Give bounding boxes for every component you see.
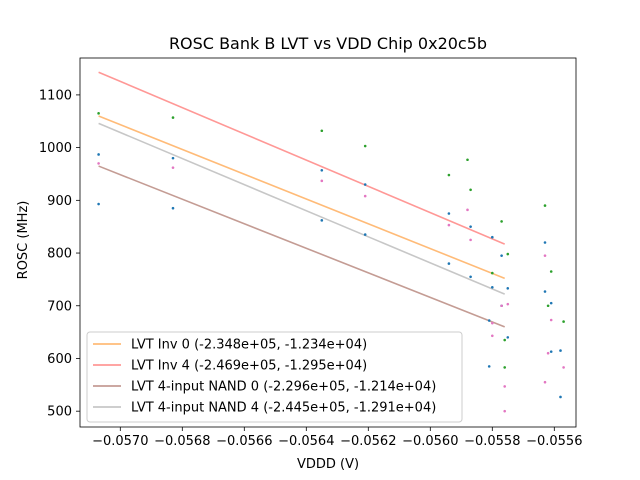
point-blue-24 bbox=[559, 349, 562, 352]
point-blue-8 bbox=[447, 212, 451, 215]
point-green-6 bbox=[469, 188, 472, 192]
fit-line-1 bbox=[98, 71, 506, 245]
legend-entry-2: LVT 4-input NAND 0 (-2.296e+05, -1.214e+… bbox=[131, 380, 436, 395]
point-green-9 bbox=[491, 271, 494, 275]
point-green-1 bbox=[171, 116, 175, 119]
point-green-10 bbox=[503, 338, 507, 342]
plot-area bbox=[79, 57, 577, 428]
point-pink-5 bbox=[466, 208, 469, 212]
point-blue-13 bbox=[491, 286, 494, 289]
y-tick-label: 500 bbox=[47, 405, 72, 420]
point-green-11 bbox=[543, 204, 547, 207]
point-blue-7 bbox=[363, 233, 367, 236]
point-pink-15 bbox=[503, 409, 507, 413]
point-blue-11 bbox=[469, 275, 472, 279]
point-blue-19 bbox=[487, 365, 491, 368]
y-tick-label: 600 bbox=[47, 352, 72, 367]
point-green-14 bbox=[562, 320, 565, 323]
point-green-7 bbox=[500, 220, 503, 223]
point-pink-17 bbox=[491, 334, 494, 338]
point-pink-6 bbox=[469, 238, 472, 242]
point-pink-9 bbox=[491, 321, 494, 325]
point-blue-10 bbox=[469, 225, 472, 228]
point-blue-20 bbox=[543, 241, 547, 244]
point-blue-21 bbox=[543, 290, 547, 293]
point-pink-10 bbox=[503, 385, 507, 388]
point-pink-16 bbox=[543, 380, 547, 384]
point-pink-3 bbox=[363, 194, 367, 198]
point-blue-12 bbox=[491, 235, 494, 239]
point-pink-13 bbox=[549, 318, 553, 322]
y-tick-label: 700 bbox=[47, 299, 72, 314]
x-tick-label: −0.0568 bbox=[154, 434, 210, 449]
point-pink-8 bbox=[506, 302, 510, 306]
x-tick-label: −0.0556 bbox=[526, 434, 582, 449]
point-blue-9 bbox=[447, 262, 451, 265]
point-pink-14 bbox=[562, 366, 565, 369]
y-tick-label: 1000 bbox=[39, 141, 72, 156]
y-tick-label: 800 bbox=[47, 247, 72, 262]
x-tick-label: −0.0558 bbox=[464, 434, 520, 449]
fit-line-0 bbox=[98, 115, 505, 280]
point-blue-22 bbox=[549, 301, 553, 305]
point-blue-17 bbox=[506, 336, 510, 339]
point-green-15 bbox=[503, 366, 507, 369]
fit-line-2 bbox=[98, 165, 505, 328]
point-green-3 bbox=[363, 144, 367, 148]
x-tick-label: −0.0560 bbox=[402, 434, 458, 449]
point-blue-6 bbox=[363, 183, 367, 186]
point-pink-4 bbox=[447, 223, 451, 227]
point-blue-1 bbox=[97, 202, 100, 206]
x-tick-label: −0.0564 bbox=[278, 434, 334, 449]
point-blue-16 bbox=[506, 287, 510, 290]
point-green-2 bbox=[320, 129, 324, 133]
x-axis: −0.0570 −0.0568 −0.0566 −0.0564 −0.0562 −0.05… bbox=[92, 427, 582, 449]
point-blue-23 bbox=[549, 350, 553, 353]
point-pink-11 bbox=[543, 254, 547, 257]
point-blue-25 bbox=[559, 395, 562, 399]
legend-entry-0: LVT Inv 0 (-2.348e+05, -1.234e+04) bbox=[131, 338, 367, 353]
legend-entry-1: LVT Inv 4 (-2.469e+05, -1.295e+04) bbox=[131, 359, 367, 374]
point-pink-2 bbox=[320, 179, 324, 183]
point-green-13 bbox=[549, 270, 553, 273]
axes-frame bbox=[79, 57, 577, 428]
point-blue-0 bbox=[97, 153, 100, 156]
x-tick-label: −0.0562 bbox=[340, 434, 396, 449]
point-green-0 bbox=[97, 112, 100, 115]
point-pink-7 bbox=[500, 304, 503, 308]
legend: LVT Inv 0 (-2.348e+05, -1.234e+04) LVT In… bbox=[86, 331, 463, 423]
y-tick-label: 1100 bbox=[39, 88, 72, 103]
point-blue-5 bbox=[320, 219, 324, 222]
legend-box bbox=[86, 331, 463, 423]
point-green-8 bbox=[506, 252, 510, 256]
point-pink-1 bbox=[171, 166, 175, 169]
chart-title: ROSC Bank B LVT vs VDD Chip 0x20c5b bbox=[169, 34, 487, 53]
point-green-4 bbox=[447, 173, 451, 177]
point-blue-4 bbox=[320, 168, 324, 172]
point-blue-2 bbox=[171, 156, 175, 160]
x-tick-label: −0.0570 bbox=[92, 434, 148, 449]
y-axis-label: ROSC (MHz) bbox=[16, 201, 31, 280]
legend-entry-3: LVT 4-input NAND 4 (-2.445e+05, -1.291e+… bbox=[131, 401, 436, 416]
y-tick-label: 900 bbox=[47, 194, 72, 209]
point-blue-18 bbox=[487, 319, 491, 322]
point-green-12 bbox=[546, 304, 550, 308]
point-pink-12 bbox=[546, 351, 550, 355]
point-blue-14 bbox=[500, 254, 503, 257]
fit-line-3 bbox=[98, 122, 506, 295]
point-pink-0 bbox=[97, 162, 100, 165]
y-axis: 500 600 700 800 900 1000 1100 bbox=[39, 88, 80, 420]
x-tick-label: −0.0566 bbox=[216, 434, 272, 449]
point-blue-3 bbox=[171, 206, 175, 210]
point-green-5 bbox=[466, 158, 469, 162]
x-axis-label: VDDD (V) bbox=[297, 457, 359, 472]
